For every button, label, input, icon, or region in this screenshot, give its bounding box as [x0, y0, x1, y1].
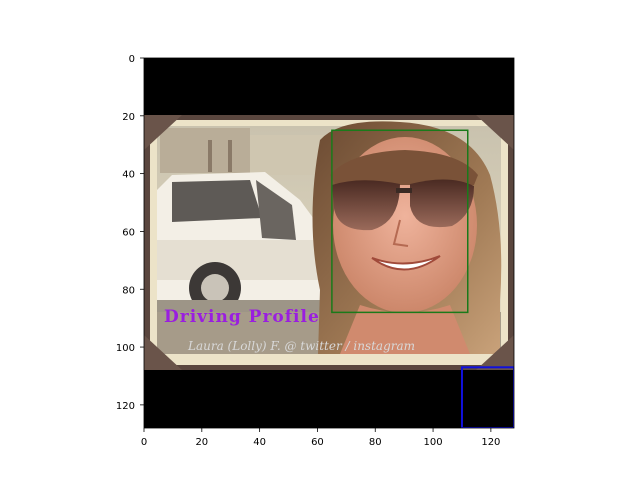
corner-mount-top-left [144, 115, 182, 150]
corner-mount-bottom-left [144, 335, 182, 370]
background-pole [208, 140, 212, 172]
y-tick-label: 120 [116, 401, 135, 412]
y-tick-label: 20 [122, 112, 135, 123]
corner-mount-top-right [476, 115, 514, 150]
overlay-title: Driving Profile [164, 307, 320, 327]
x-tick-label: 120 [481, 437, 500, 448]
corner-mount-bottom-right [476, 335, 514, 370]
x-tick-label: 0 [141, 437, 147, 448]
y-tick-label: 100 [116, 343, 135, 354]
x-tick-label: 40 [253, 437, 266, 448]
y-tick-label: 40 [122, 170, 135, 181]
region-bounding-box [460, 366, 514, 428]
y-tick-label: 80 [122, 285, 135, 296]
y-axis: 0 20 40 60 80 100 120 [116, 54, 144, 412]
white-car [157, 172, 332, 314]
photo-image: Driving Profile Laura (Lolly) F. @ twitt… [144, 58, 514, 428]
face-bounding-box [331, 129, 469, 314]
x-tick-label: 20 [195, 437, 208, 448]
x-tick-label: 100 [424, 437, 443, 448]
y-tick-label: 60 [122, 227, 135, 238]
x-axis: 0 20 40 60 80 100 120 [141, 428, 500, 448]
background-pole [228, 140, 232, 172]
background-building [160, 128, 250, 173]
person [312, 121, 502, 354]
x-tick-label: 60 [311, 437, 324, 448]
x-tick-label: 80 [369, 437, 382, 448]
axes-frame [143, 57, 515, 429]
overlay-caption: Laura (Lolly) F. @ twitter / instagram [187, 339, 415, 353]
y-tick-label: 0 [129, 54, 135, 65]
